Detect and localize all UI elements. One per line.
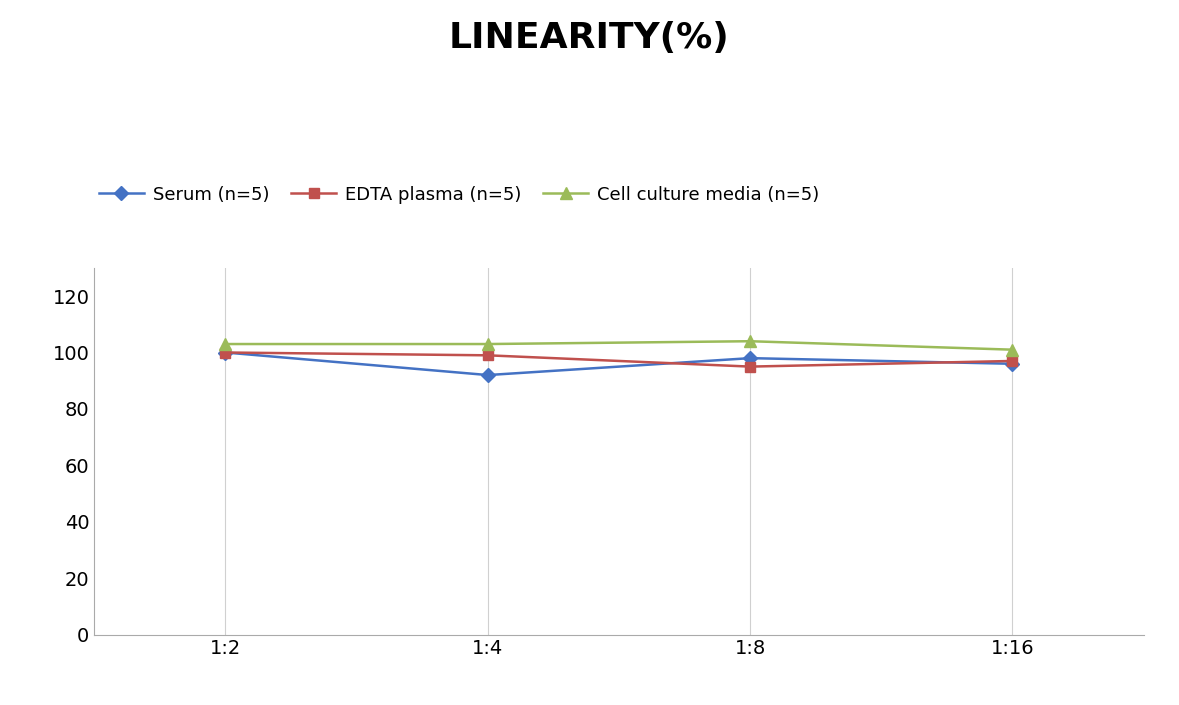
Cell culture media (n=5) xyxy=(1006,345,1020,354)
Line: Serum (n=5): Serum (n=5) xyxy=(220,348,1017,380)
Line: Cell culture media (n=5): Cell culture media (n=5) xyxy=(220,336,1017,355)
EDTA plasma (n=5) xyxy=(218,348,232,357)
Legend: Serum (n=5), EDTA plasma (n=5), Cell culture media (n=5): Serum (n=5), EDTA plasma (n=5), Cell cul… xyxy=(92,178,826,211)
Serum (n=5) xyxy=(743,354,757,362)
Serum (n=5) xyxy=(1006,360,1020,368)
EDTA plasma (n=5) xyxy=(743,362,757,371)
Serum (n=5) xyxy=(218,348,232,357)
Text: LINEARITY(%): LINEARITY(%) xyxy=(449,21,730,55)
Cell culture media (n=5) xyxy=(481,340,495,348)
EDTA plasma (n=5) xyxy=(1006,357,1020,365)
Line: EDTA plasma (n=5): EDTA plasma (n=5) xyxy=(220,348,1017,372)
Serum (n=5) xyxy=(481,371,495,379)
EDTA plasma (n=5) xyxy=(481,351,495,360)
Cell culture media (n=5) xyxy=(218,340,232,348)
Cell culture media (n=5) xyxy=(743,337,757,345)
